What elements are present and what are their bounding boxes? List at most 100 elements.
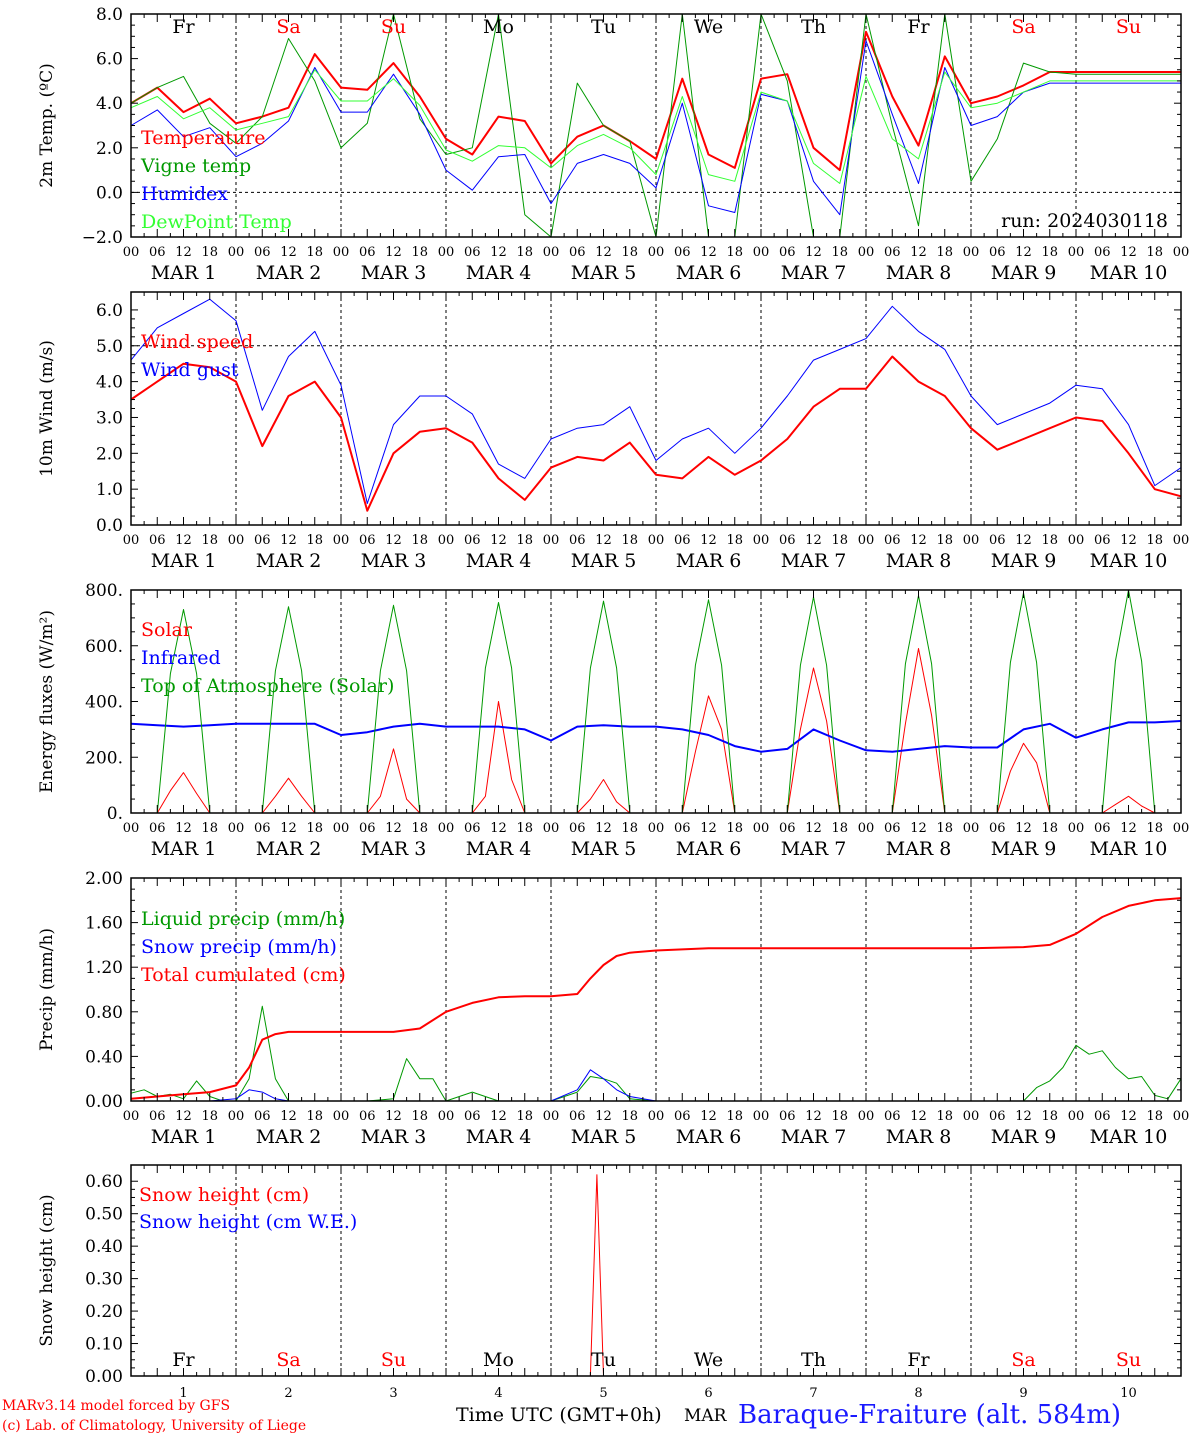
day-axis-label: MAR 2 <box>256 1126 322 1148</box>
day-axis-label: MAR 5 <box>571 550 637 572</box>
hour-tick-label: 12 <box>1120 1109 1137 1124</box>
hour-tick-label: 00 <box>753 821 770 836</box>
day-number-label: 8 <box>914 1386 922 1401</box>
hour-tick-label: 18 <box>306 245 323 260</box>
hour-tick-label: 18 <box>1041 533 1058 548</box>
legend-entry: Liquid precip (mm/h) <box>141 908 345 930</box>
y-tick-label: 3.0 <box>96 408 123 428</box>
hour-tick-label: 06 <box>1094 1109 1111 1124</box>
hour-tick-label: 18 <box>936 533 953 548</box>
hour-tick-label: 12 <box>595 1109 612 1124</box>
day-axis-label: MAR 1 <box>151 838 217 860</box>
hour-tick-label: 18 <box>936 821 953 836</box>
day-axis-label: MAR 9 <box>991 550 1057 572</box>
series-line-top-of-atmosphere-solar- <box>131 589 1181 814</box>
legend-entry: Vigne temp <box>140 155 251 177</box>
hour-tick-label: 12 <box>910 245 927 260</box>
hour-tick-label: 18 <box>831 821 848 836</box>
hour-tick-label: 18 <box>411 533 428 548</box>
day-axis-label: MAR 6 <box>676 550 742 572</box>
legend-entry: Wind speed <box>141 331 253 353</box>
day-number-label: 3 <box>389 1386 397 1401</box>
hour-tick-label: 18 <box>516 533 533 548</box>
hour-tick-label: 00 <box>543 1109 560 1124</box>
hour-tick-label: 00 <box>858 1109 875 1124</box>
hour-tick-label: 06 <box>359 1109 376 1124</box>
hour-tick-label: 00 <box>333 1109 350 1124</box>
weekday-label: Su <box>1116 1349 1141 1371</box>
weekday-label: Sa <box>276 16 300 38</box>
y-tick-label: 0. <box>107 804 123 824</box>
hour-tick-label: 06 <box>779 821 796 836</box>
hour-tick-label: 18 <box>201 533 218 548</box>
day-axis-label: MAR 9 <box>991 262 1057 284</box>
y-axis-label: 2m Temp. (ºC) <box>37 63 57 188</box>
hour-tick-label: 06 <box>989 821 1006 836</box>
hour-tick-label: 12 <box>175 821 192 836</box>
hour-tick-label: 00 <box>648 533 665 548</box>
hour-tick-label: 06 <box>884 245 901 260</box>
hour-tick-label: 00 <box>123 821 140 836</box>
hour-tick-label: 06 <box>149 821 166 836</box>
hour-tick-label: 12 <box>280 245 297 260</box>
hour-tick-label: 12 <box>280 821 297 836</box>
hour-tick-label: 00 <box>333 821 350 836</box>
y-axis-label: Snow height (cm) <box>37 1194 57 1346</box>
weekday-label: Fr <box>172 1349 195 1371</box>
y-tick-label: −2.0 <box>82 228 123 248</box>
weekday-label: Sa <box>1011 16 1035 38</box>
precip-panel: 0.00 0.40 0.80 1.20 1.60 2.00 Precip (mm/h) Liq… <box>37 869 1189 1148</box>
weekday-label: Sa <box>1011 1349 1035 1371</box>
hour-tick-label: 18 <box>621 1109 638 1124</box>
weekday-label: Su <box>381 16 406 38</box>
hour-tick-label: 12 <box>385 1109 402 1124</box>
lab-credit: (c) Lab. of Climatology, University of L… <box>2 1418 307 1434</box>
day-axis-label: MAR 4 <box>466 1126 532 1148</box>
legend-entry: Snow height (cm W.E.) <box>139 1211 357 1233</box>
hour-tick-label: 06 <box>1094 245 1111 260</box>
hour-tick-label: 18 <box>201 245 218 260</box>
hour-tick-label: 12 <box>805 1109 822 1124</box>
hour-tick-label: 06 <box>254 821 271 836</box>
hour-tick-label: 06 <box>149 1109 166 1124</box>
y-tick-label: 6.0 <box>96 50 123 70</box>
hour-tick-label: 00 <box>1068 1109 1085 1124</box>
hour-tick-label: 06 <box>569 245 586 260</box>
hour-tick-label: 06 <box>1094 533 1111 548</box>
y-tick-label: 2.0 <box>96 139 123 159</box>
hour-tick-label: 06 <box>674 533 691 548</box>
hour-tick-label: 06 <box>1094 821 1111 836</box>
legend-entry: Temperature <box>141 127 265 149</box>
hour-tick-label: 06 <box>464 533 481 548</box>
weekday-label: Sa <box>276 1349 300 1371</box>
hour-tick-label: 12 <box>1015 821 1032 836</box>
hour-tick-label: 18 <box>936 1109 953 1124</box>
hour-tick-label: 12 <box>595 821 612 836</box>
time-axis-label: Time UTC (GMT+0h) <box>456 1404 662 1426</box>
hour-tick-label: 12 <box>175 1109 192 1124</box>
hour-tick-label: 12 <box>1015 245 1032 260</box>
hour-tick-label: 00 <box>333 245 350 260</box>
hour-tick-label: 00 <box>228 533 245 548</box>
hour-tick-label: 18 <box>1146 245 1163 260</box>
series-line-total-cumulated-cm- <box>130 897 1182 1100</box>
energy-panel: 0. 200. 400. 600. 800. Energy fluxes (W/m²) So… <box>37 581 1189 860</box>
weekday-label: Fr <box>907 16 930 38</box>
hour-tick-label: 18 <box>516 245 533 260</box>
hour-tick-label: 00 <box>123 245 140 260</box>
day-axis-label: MAR 3 <box>361 838 427 860</box>
hour-tick-label: 00 <box>648 245 665 260</box>
hour-tick-label: 00 <box>1068 821 1085 836</box>
day-axis-label: MAR 10 <box>1090 838 1168 860</box>
hour-tick-label: 12 <box>280 533 297 548</box>
y-tick-label: 0.40 <box>85 1047 123 1067</box>
y-tick-label: 2.0 <box>96 444 123 464</box>
legend-entry: Top of Atmosphere (Solar) <box>141 675 394 697</box>
series-line-vigne-temp <box>130 13 1181 238</box>
y-tick-label: 1.0 <box>96 480 123 500</box>
y-tick-label: 2.00 <box>85 869 123 889</box>
day-axis-label: MAR 5 <box>571 838 637 860</box>
day-axis-label: MAR 10 <box>1090 1126 1168 1148</box>
weekday-label: Mo <box>483 16 514 38</box>
